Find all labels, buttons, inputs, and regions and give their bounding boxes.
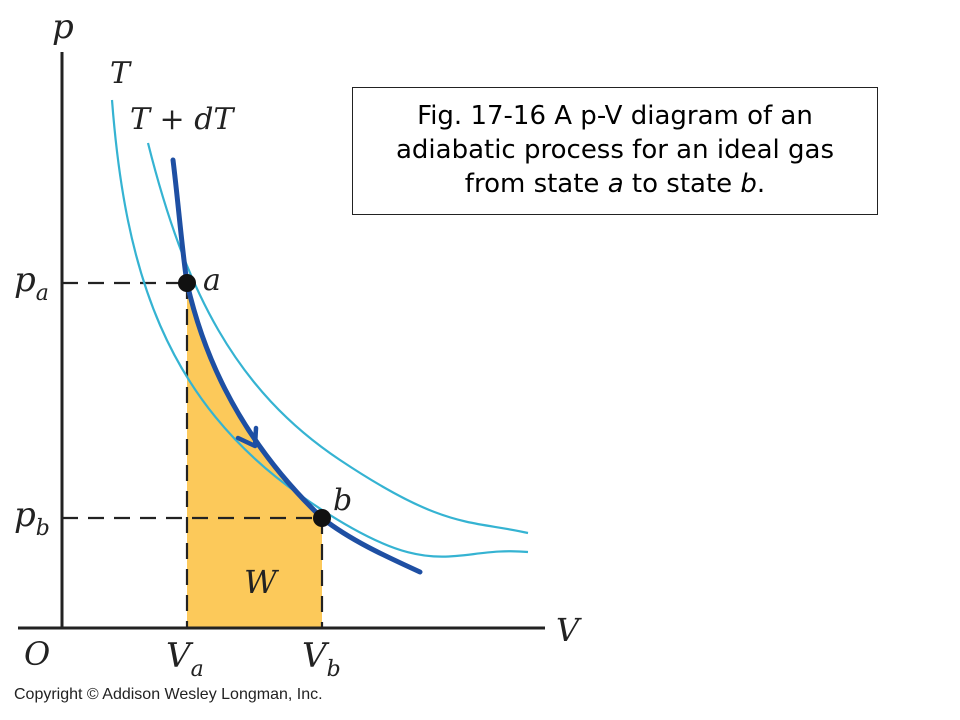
vb-tick-sub: b [327,657,341,682]
va-tick-label: Va [166,636,204,682]
va-tick-main: V [166,636,194,676]
vb-tick-main: V [302,636,330,676]
caption-state-a: a [607,168,624,199]
caption-line-3-before: from state [464,168,608,199]
origin-label: O [24,635,50,673]
pb-tick-label: pb [14,495,50,541]
copyright-notice: Copyright © Addison Wesley Longman, Inc. [14,686,323,703]
caption-line-1: Fig. 17-16 A p-V diagram of an [417,101,813,132]
caption-line-3: from state a to state b. [396,168,834,202]
x-axis-label: V [556,611,582,649]
isotherm-t-curve [110,99,529,558]
adiabat-curve [170,157,423,575]
state-point-b [313,509,331,527]
pb-tick-sub: b [36,516,50,541]
pb-tick-main: p [14,495,36,535]
isotherm-t-dt-label: T + dT [130,102,235,137]
caption-text: Fig. 17-16 A p-V diagram of an adiabatic… [396,100,834,201]
pa-tick-sub: a [36,281,49,306]
y-axis-label: p [52,7,74,47]
va-tick-sub: a [191,657,204,682]
pa-tick-main: p [14,260,36,300]
isotherm-t-label: T [110,56,132,91]
vb-tick-label: Vb [302,636,341,682]
pa-tick-label: pa [14,260,49,306]
figure-caption: Fig. 17-16 A p-V diagram of an adiabatic… [352,87,878,215]
state-point-a [178,274,196,292]
point-a-label: a [203,263,221,298]
caption-line-2: adiabatic process for an ideal gas [395,135,834,166]
caption-line-3-middle: to state [623,168,741,199]
point-b-label: b [333,483,352,518]
adiabat-direction-arrow [235,425,259,449]
work-label: W [244,563,280,601]
caption-state-b: b [740,168,757,199]
work-area [187,283,322,628]
caption-line-3-after: . [756,168,766,199]
